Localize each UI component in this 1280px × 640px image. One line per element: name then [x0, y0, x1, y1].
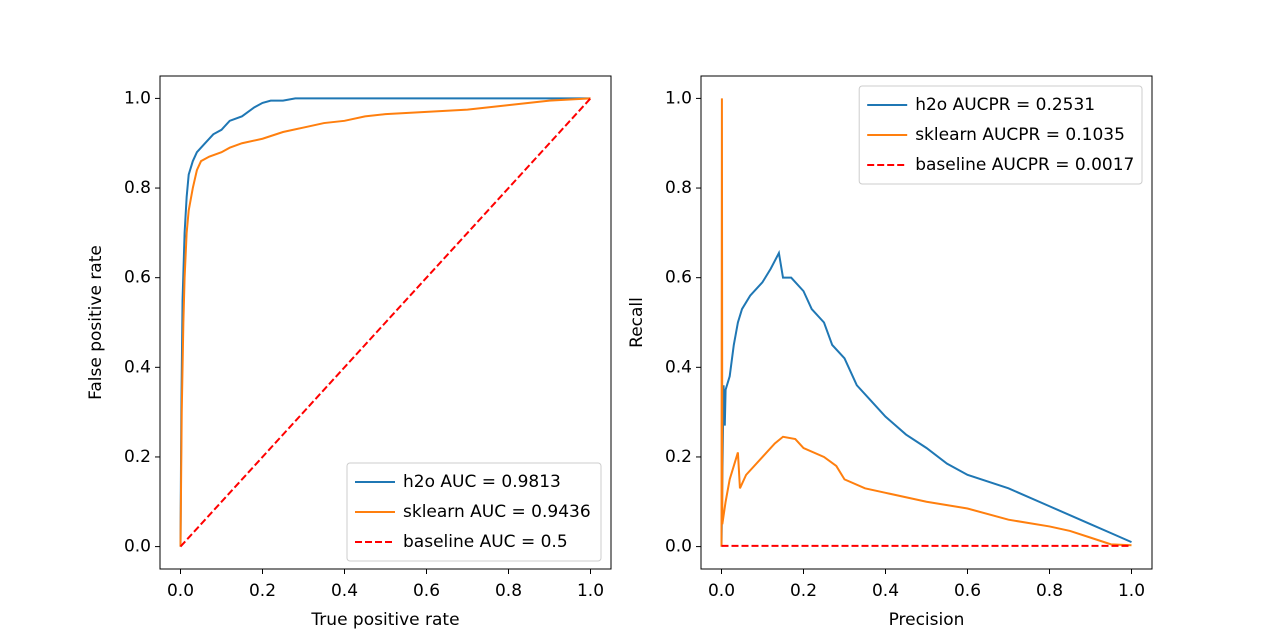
y-tick-label: 0.6 — [124, 268, 151, 288]
legend-label: baseline AUCPR = 0.0017 — [915, 155, 1134, 175]
y-axis-label: Recall — [627, 297, 647, 348]
x-tick-label: 0.2 — [790, 581, 817, 601]
y-tick-label: 0.6 — [665, 268, 692, 288]
y-tick-label: 0.4 — [665, 357, 692, 377]
x-tick-label: 0.0 — [708, 581, 735, 601]
legend-label: sklearn AUC = 0.9436 — [403, 502, 591, 522]
y-tick-label: 0.0 — [124, 537, 151, 557]
legend-label: baseline AUC = 0.5 — [403, 532, 568, 552]
x-tick-label: 0.6 — [954, 581, 981, 601]
line-series — [179, 97, 591, 547]
legend-box — [858, 85, 1143, 185]
y-tick-label: 0.0 — [665, 537, 692, 557]
x-tick-label: 0.6 — [413, 581, 440, 601]
y-tick-label: 0.4 — [124, 357, 151, 377]
x-axis-label: Precision — [889, 610, 965, 630]
x-axis-label: True positive rate — [310, 610, 459, 630]
x-tick-label: 0.0 — [167, 581, 194, 601]
legend-label: h2o AUC = 0.9813 — [403, 472, 561, 492]
axes-frame — [159, 75, 612, 570]
y-tick-label: 0.2 — [665, 447, 692, 467]
x-tick-label: 0.8 — [495, 581, 522, 601]
x-tick-label: 0.8 — [1036, 581, 1063, 601]
legend-label: h2o AUCPR = 0.2531 — [915, 95, 1095, 115]
legend-label: sklearn AUCPR = 0.1035 — [915, 125, 1125, 145]
y-tick-label: 0.2 — [124, 447, 151, 467]
y-tick-label: 1.0 — [124, 88, 151, 108]
line-series — [179, 97, 592, 548]
x-tick-label: 0.4 — [872, 581, 899, 601]
line-series — [179, 97, 591, 547]
y-tick-label: 0.8 — [665, 178, 692, 198]
line-series — [720, 249, 1132, 547]
y-tick-label: 1.0 — [665, 88, 692, 108]
y-tick-label: 0.8 — [124, 178, 151, 198]
legend-box — [346, 462, 602, 562]
line-series — [720, 98, 1132, 547]
x-tick-label: 1.0 — [577, 581, 604, 601]
y-axis-label: False positive rate — [86, 245, 106, 400]
x-tick-label: 1.0 — [1118, 581, 1145, 601]
x-tick-label: 0.2 — [249, 581, 276, 601]
axes-frame — [700, 75, 1153, 570]
x-tick-label: 0.4 — [331, 581, 358, 601]
